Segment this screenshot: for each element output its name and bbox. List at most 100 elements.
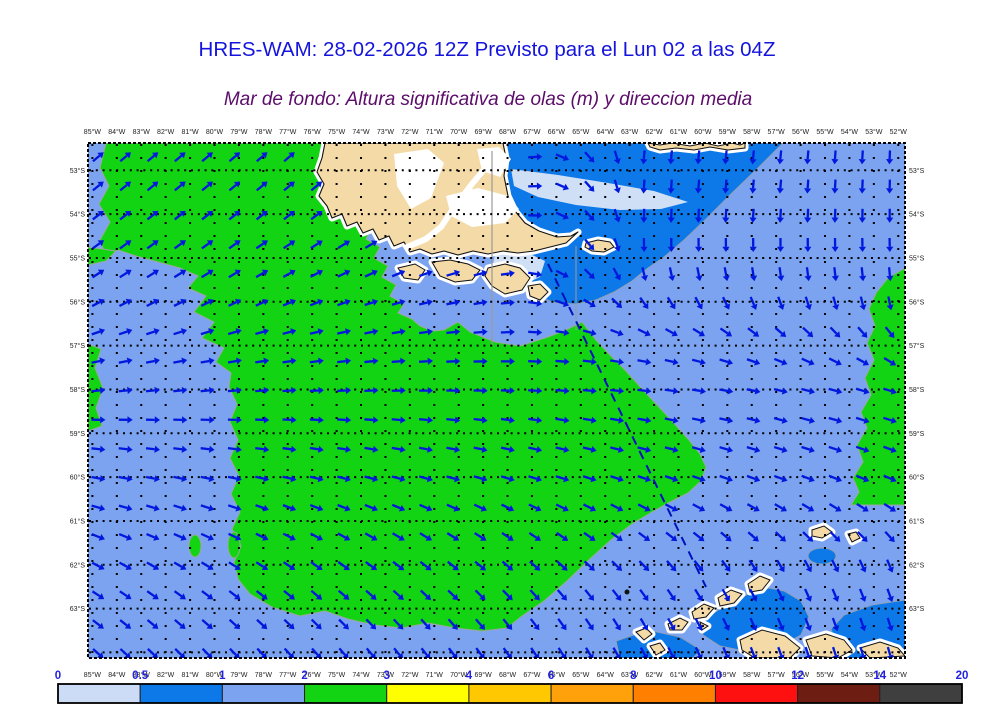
wave-arrow-shaft [337,532,347,539]
wave-arrow-shaft [337,242,347,250]
wave-arrow-head [509,357,515,365]
colorbar-value: 0 [55,670,61,682]
wave-arrow-shaft [91,533,101,539]
wave-arrow-shaft [473,417,483,422]
wave-arrow-shaft [146,619,155,627]
wave-arrow-head [588,185,595,192]
lon-label-top: 74°W [352,128,370,136]
wave-arrow-shaft [447,560,456,569]
wave-arrow-shaft [555,153,565,159]
wave-arrow-head [236,386,242,395]
wave-arrow-shaft [637,503,647,510]
wave-arrow-head [261,269,269,276]
wave-arrow-shaft [528,503,538,510]
wave-arrow-head [289,298,296,306]
wave-arrow-head [726,358,734,366]
wave-arrow-head [668,275,676,282]
wave-arrow-head [236,445,242,453]
wave-arrow-head [618,416,625,424]
wave-arrow-shaft [528,417,538,422]
wave-arrow-head [425,534,432,541]
wave-arrow-shaft [227,330,237,336]
wave-arrow-shaft [446,532,456,539]
wave-arrow-head [206,181,213,188]
wave-arrow-head [126,328,133,335]
wave-arrow-shaft [392,532,401,539]
wave-arrow-shaft [256,647,265,656]
wave-arrow-shaft [227,359,237,364]
lon-label-bottom: 65°W [572,671,590,679]
wave-arrow-head [153,534,160,541]
wave-arrow-head [397,623,404,630]
wave-arrow-head [613,216,621,223]
wave-arrow-head [536,328,543,336]
lon-label-top: 81°W [181,128,199,136]
wave-arrow-head [536,182,543,190]
wave-arrow-shaft [173,561,183,568]
wave-arrow-head [695,275,703,282]
wave-arrow-head [776,188,784,194]
wave-arrow-shaft [664,503,674,510]
wave-arrow-head [179,210,186,217]
wave-arrow-head [290,475,297,483]
wave-arrow-head [180,534,187,541]
wave-arrow-head [722,158,730,165]
wave-arrow-head [371,240,378,247]
wave-arrow-shaft [391,503,401,510]
wave-arrow-head [536,211,543,220]
wave-arrow-head [858,188,866,194]
wave-arrow-shaft [639,647,647,656]
lon-label-bottom: 71°W [426,671,444,679]
wave-arrow-shaft [529,589,538,598]
wave-arrow-shaft [555,503,565,510]
wave-arrow-head [154,416,161,424]
wave-arrow-head [644,475,652,483]
wave-arrow-head [179,152,186,159]
wave-arrow-shaft [529,560,538,569]
wave-arrow-head [427,357,434,365]
wave-arrow-head [561,534,569,541]
wave-arrow-shaft [500,417,510,422]
wave-arrow-shaft [310,183,319,192]
wave-arrow-shaft [883,416,893,422]
wave-arrow-head [291,416,297,424]
wave-arrow-shaft [664,358,674,363]
wave-arrow-head [835,475,842,483]
wave-arrow-head [288,563,296,570]
colorbar-value: 12 [791,670,804,682]
wave-arrow-shaft [92,619,101,627]
wave-arrow-shaft [529,618,538,627]
wave-arrow-shaft [747,531,756,539]
wave-arrow-head [208,328,215,336]
wave-arrow-shaft [146,590,156,598]
wave-arrow-head [754,416,761,424]
wave-arrow-shaft [776,559,783,569]
wave-arrow-head [669,653,676,658]
wave-arrow-head [426,298,433,306]
wave-arrow-shaft [751,208,755,218]
wave-arrow-head [371,504,378,512]
wave-arrow-head [670,535,678,542]
lat-label-left: 53°S [70,167,86,175]
wave-arrow-head [588,156,595,163]
wave-arrow-shaft [146,300,156,308]
wave-arrow-head [781,416,788,424]
wave-arrow-shaft [828,357,838,364]
wave-arrow-shaft [256,154,265,163]
wave-arrow-shaft [447,647,456,656]
wave-arrow-head [288,152,295,159]
island [811,525,833,539]
wave-arrow-shaft [255,301,265,307]
wave-arrow-head [97,652,104,658]
wave-arrow-head [808,416,815,424]
lon-label-top: 61°W [670,128,688,136]
wave-arrow-head [151,181,159,188]
wave-arrow-head [563,357,570,366]
wave-arrow-shaft [146,561,156,568]
wave-arrow-shaft [200,532,210,539]
wave-arrow-shaft [201,647,210,656]
wave-arrow-head [781,446,788,454]
wave-arrow-shaft [418,475,428,480]
wave-arrow-head [207,269,214,276]
